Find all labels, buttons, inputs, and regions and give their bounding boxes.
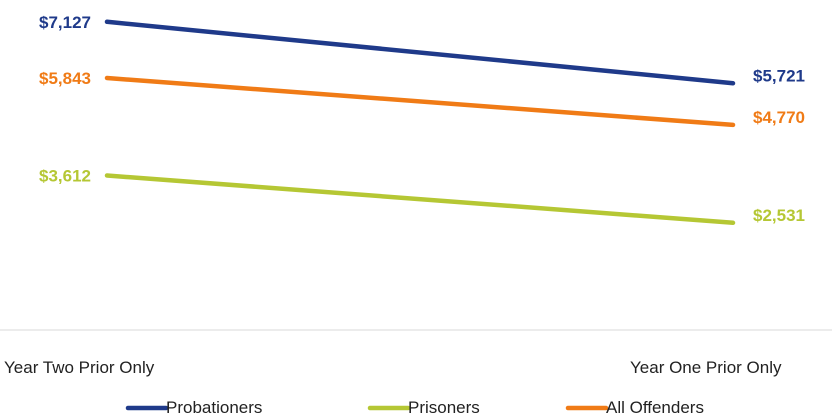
data-label-all-offenders-end: $4,770 <box>753 108 805 127</box>
legend-label-probationers: Probationers <box>166 398 262 416</box>
legend-label-prisoners: Prisoners <box>408 398 480 416</box>
data-label-prisoners-end: $2,531 <box>753 206 805 225</box>
data-label-probationers-end: $5,721 <box>753 66 805 85</box>
series-line-prisoners <box>104 173 736 226</box>
data-label-probationers-start: $7,127 <box>39 13 91 32</box>
series-layer <box>104 19 736 226</box>
x-tick-label-year-two-prior: Year Two Prior Only <box>4 358 155 377</box>
data-label-all-offenders-start: $5,843 <box>39 69 91 88</box>
legend: Probationers Prisoners All Offenders <box>125 398 704 416</box>
legend-label-all-offenders: All Offenders <box>606 398 704 416</box>
x-tick-label-year-one-prior: Year One Prior Only <box>630 358 782 377</box>
data-label-prisoners-start: $3,612 <box>39 167 91 186</box>
series-line-all-offenders <box>104 75 736 128</box>
series-line-probationers <box>104 19 736 86</box>
value-labels: $7,127 $5,721 $3,612 $2,531 $5,843 $4,770 <box>39 13 805 225</box>
